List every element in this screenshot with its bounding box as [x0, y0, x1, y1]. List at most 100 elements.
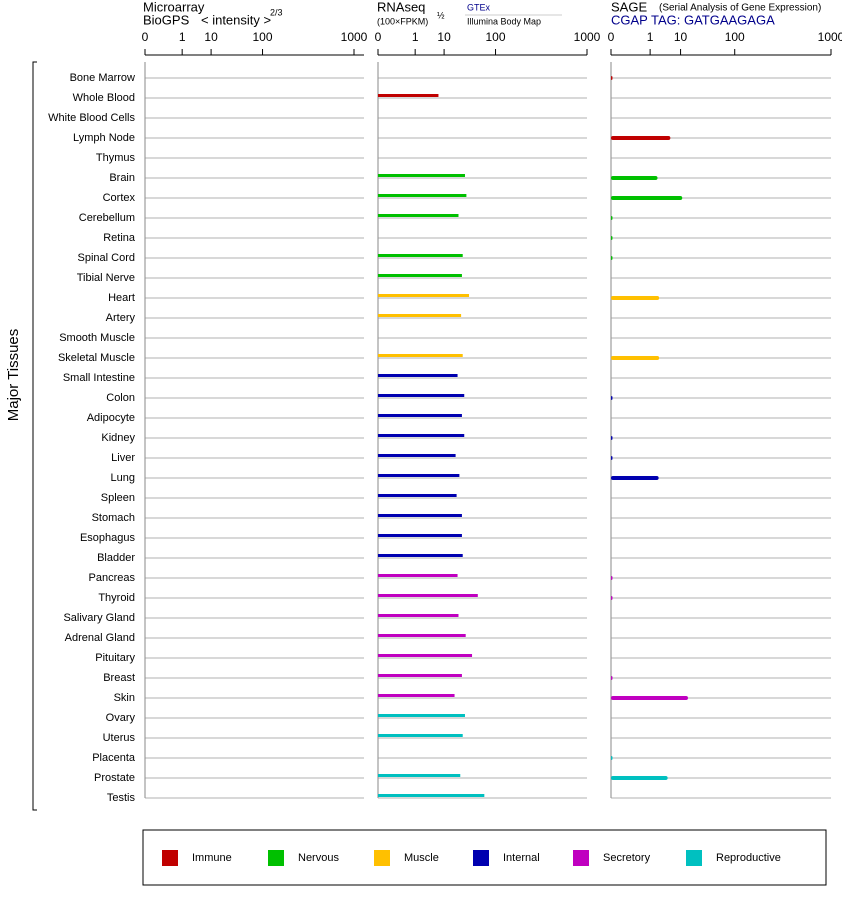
legend-label: Muscle: [404, 852, 439, 864]
category-label: Tibial Nerve: [77, 272, 135, 284]
x-tick-label: 1: [412, 30, 419, 44]
bar: [378, 594, 478, 597]
legend-label: Reproductive: [716, 852, 781, 864]
bar: [378, 694, 455, 697]
x-tick-label: 1000: [574, 30, 601, 44]
category-label: Smooth Muscle: [59, 332, 135, 344]
category-label: Esophagus: [80, 532, 136, 544]
x-tick-label: 100: [725, 30, 745, 44]
legend-label: Secretory: [603, 852, 651, 864]
bar: [611, 236, 613, 240]
bar: [378, 794, 485, 797]
x-tick-label: 10: [674, 30, 688, 44]
panel-title: RNAseq: [377, 0, 425, 14]
x-tick-label: 1: [179, 30, 186, 44]
bar: [611, 176, 658, 180]
bar: [611, 356, 660, 360]
bar: [378, 294, 470, 297]
bar: [611, 196, 683, 200]
bar: [611, 596, 613, 600]
bar: [611, 776, 668, 780]
category-label: Spinal Cord: [78, 252, 135, 264]
legend-label: Internal: [503, 852, 540, 864]
category-label: Uterus: [103, 732, 136, 744]
category-label: Skin: [114, 692, 135, 704]
x-tick-label: 0: [142, 30, 149, 44]
bar: [378, 394, 465, 397]
x-tick-label: 100: [253, 30, 273, 44]
category-label: Adrenal Gland: [65, 632, 135, 644]
bar: [378, 174, 465, 177]
bar: [611, 436, 613, 440]
bar: [611, 296, 660, 300]
bar: [378, 514, 462, 517]
bar: [378, 214, 459, 217]
legend-swatch: [573, 850, 589, 866]
panel-title: Microarray: [143, 0, 205, 14]
category-label: Spleen: [101, 492, 135, 504]
bar: [378, 354, 463, 357]
category-label: Whole Blood: [73, 92, 135, 104]
bar: [378, 634, 466, 637]
legend-swatch: [686, 850, 702, 866]
category-label: Pancreas: [89, 572, 136, 584]
panel-subtitle: CGAP TAG: GATGAAGAGA: [611, 12, 775, 27]
category-label: Adipocyte: [87, 412, 135, 424]
category-label: Salivary Gland: [63, 612, 135, 624]
bar: [378, 654, 473, 657]
category-label: Cortex: [103, 192, 136, 204]
legend-swatch: [473, 850, 489, 866]
bar: [611, 396, 613, 400]
x-tick-label: 0: [608, 30, 615, 44]
bar: [378, 434, 465, 437]
x-tick-label: 1: [647, 30, 654, 44]
bar: [611, 696, 688, 700]
x-tick-label: 1000: [818, 30, 842, 44]
panel-title: SAGE: [611, 0, 647, 14]
legend-label: Nervous: [298, 852, 339, 864]
category-label: Bladder: [97, 552, 135, 564]
bar: [611, 676, 613, 680]
category-label: Skeletal Muscle: [58, 352, 135, 364]
source[interactable]: Illumina Body Map: [467, 16, 541, 26]
legend-box: [142, 829, 827, 886]
bar: [378, 454, 456, 457]
axis-power: ½: [437, 10, 445, 20]
bar: [378, 554, 463, 557]
legend-swatch: [268, 850, 284, 866]
bracket: [32, 61, 37, 811]
x-tick-label: 10: [204, 30, 218, 44]
bar: [611, 216, 613, 220]
bar: [611, 476, 659, 480]
category-label: White Blood Cells: [48, 112, 135, 124]
category-label: Thyroid: [98, 592, 135, 604]
x-tick-label: 10: [437, 30, 451, 44]
source[interactable]: GTEx: [467, 2, 491, 12]
bar: [378, 94, 439, 97]
bar: [378, 314, 462, 317]
bar: [378, 374, 458, 377]
x-tick-label: 100: [486, 30, 506, 44]
category-label: Ovary: [106, 712, 136, 724]
bar: [378, 494, 457, 497]
legend-swatch: [374, 850, 390, 866]
bar: [378, 194, 467, 197]
bar: [378, 734, 463, 737]
bar: [378, 254, 463, 257]
bar: [378, 274, 462, 277]
category-label: Lung: [111, 472, 135, 484]
x-tick-label: 1000: [341, 30, 368, 44]
category-label: Thymus: [96, 152, 136, 164]
category-label: Stomach: [92, 512, 135, 524]
bar: [611, 576, 613, 580]
category-label: Artery: [106, 312, 136, 324]
category-label: Cerebellum: [79, 212, 135, 224]
category-label: Placenta: [92, 752, 136, 764]
category-label: Liver: [111, 452, 135, 464]
bar: [611, 256, 613, 260]
category-label: Testis: [107, 792, 136, 804]
legend-label: Immune: [192, 852, 232, 864]
bar: [378, 674, 462, 677]
bar: [378, 574, 458, 577]
